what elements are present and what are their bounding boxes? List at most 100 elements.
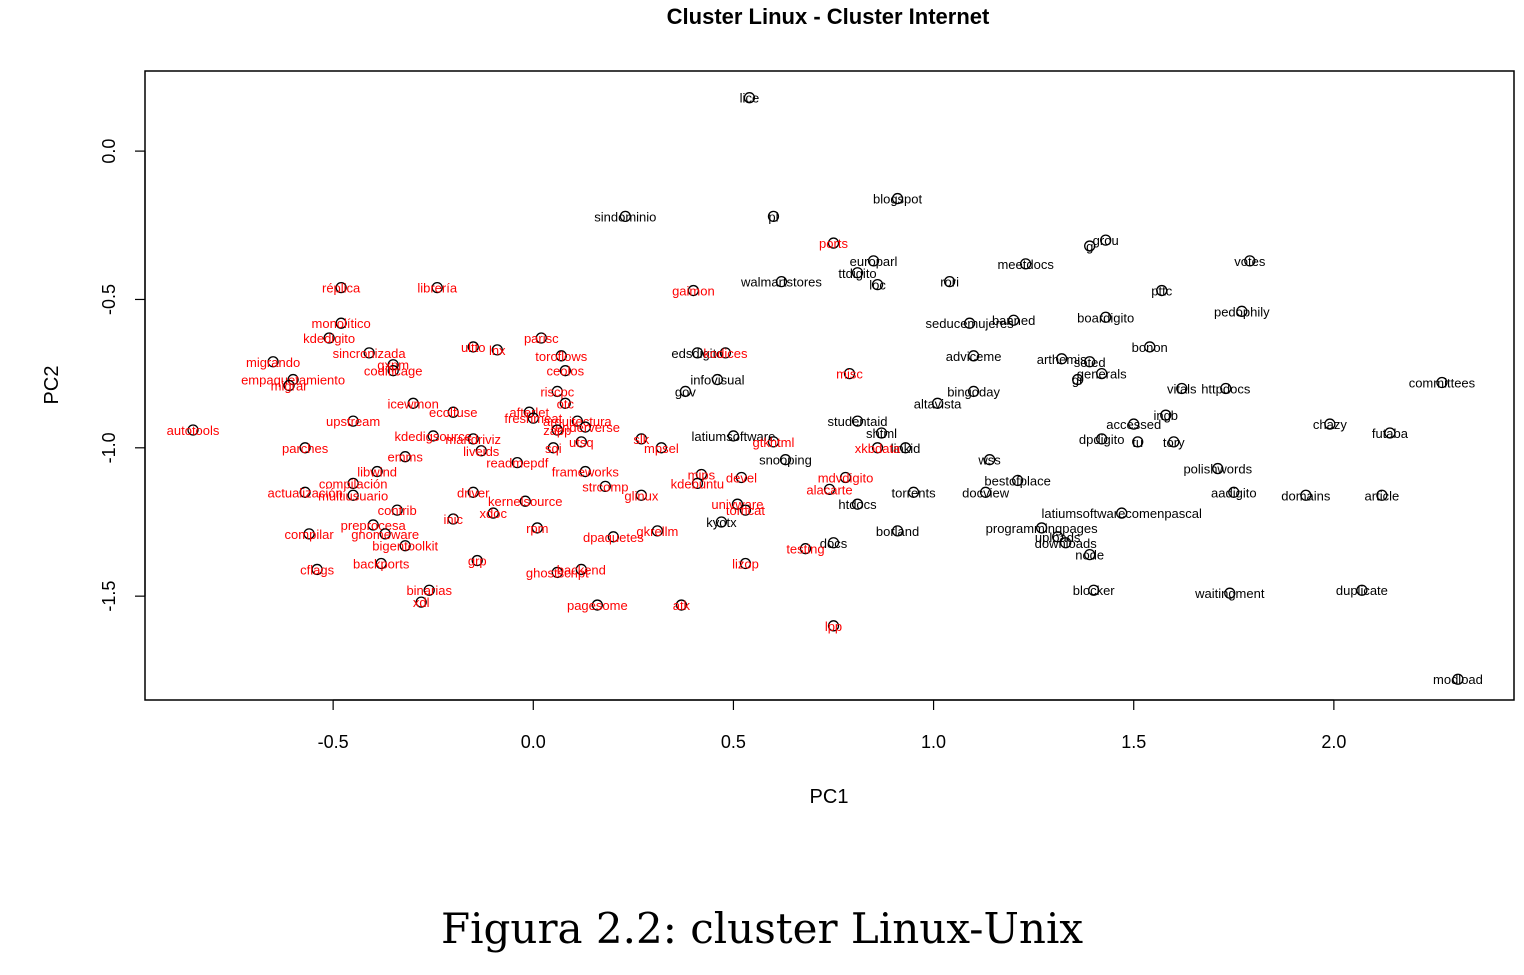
- point-marker-linux: [579, 421, 591, 433]
- point-marker-internet: [1052, 531, 1064, 543]
- point-marker-linux: [471, 554, 483, 567]
- point-marker-linux: [267, 356, 279, 368]
- point-label-internet: docs: [820, 536, 848, 551]
- point-label-linux: testing: [786, 542, 824, 557]
- point-label-linux: actualización: [268, 485, 343, 500]
- point-label-internet: rori: [940, 275, 959, 290]
- point-label-internet: infovisual: [690, 373, 744, 388]
- point-marker-linux: [591, 599, 603, 611]
- point-label-internet: committees: [1409, 376, 1476, 391]
- point-marker-internet: [891, 192, 904, 205]
- point-marker-internet: [1128, 418, 1140, 430]
- point-label-internet: blocker: [1073, 583, 1116, 598]
- point-label-linux: frameworks: [552, 465, 620, 480]
- point-marker-linux: [447, 513, 459, 525]
- point-marker-internet: [943, 276, 956, 288]
- point-label-linux: gtkhtml: [753, 435, 795, 450]
- point-marker-internet: [1384, 427, 1396, 439]
- point-label-linux: rpm: [526, 521, 548, 536]
- point-marker-linux: [367, 519, 379, 531]
- figure-caption: Figura 2.2: cluster Linux-Unix: [440, 904, 1084, 953]
- point-label-linux: backports: [353, 557, 410, 572]
- point-marker-internet: [967, 350, 980, 362]
- point-label-linux: xkbdata: [855, 441, 901, 456]
- point-marker-linux: [335, 317, 347, 329]
- point-marker-internet: [1452, 673, 1464, 685]
- point-marker-linux: [375, 557, 387, 570]
- point-label-internet: tu: [1132, 435, 1143, 450]
- point-label-internet: modload: [1433, 672, 1483, 687]
- point-label-linux: preprocesa: [341, 518, 407, 533]
- x-tick-label: 1.0: [921, 732, 946, 752]
- point-label-linux: inic: [443, 512, 463, 527]
- plot-frame: [144, 70, 1515, 701]
- point-label-linux: sincronizada: [333, 346, 407, 361]
- point-marker-internet: [871, 278, 884, 291]
- point-label-linux: upstream: [326, 414, 380, 429]
- point-label-linux: compilar: [285, 527, 335, 542]
- y-tick-label: -1.5: [99, 581, 119, 612]
- point-label-linux: sqi: [545, 441, 562, 456]
- point-label-internet: lice: [740, 91, 760, 106]
- point-label-linux: kodices: [703, 346, 748, 361]
- point-marker-linux: [399, 540, 411, 552]
- point-label-internet: docview: [962, 485, 1010, 500]
- point-label-internet: soted: [1074, 355, 1106, 370]
- point-marker-linux: [475, 445, 487, 457]
- point-marker-internet: [899, 442, 912, 454]
- point-label-internet: pl: [768, 209, 778, 224]
- point-marker-linux: [823, 483, 836, 495]
- point-label-internet: edsdigito: [671, 346, 723, 361]
- point-marker-internet: [1228, 486, 1240, 498]
- point-marker-linux: [467, 341, 479, 353]
- point-label-internet: blogspot: [873, 192, 923, 207]
- point-marker-linux: [287, 373, 299, 386]
- point-label-linux: xdl: [413, 595, 430, 610]
- point-marker-internet: [1096, 367, 1108, 380]
- point-label-internet: kyotx: [706, 515, 737, 530]
- point-marker-internet: [1220, 382, 1232, 395]
- point-label-internet: pedophily: [1214, 304, 1270, 319]
- point-marker-linux: [691, 477, 704, 490]
- point-label-internet: meetdocs: [997, 257, 1054, 272]
- point-marker-linux: [415, 596, 427, 608]
- point-label-internet: tory: [1163, 435, 1185, 450]
- point-marker-internet: [1300, 489, 1312, 501]
- point-label-internet: htdocs: [838, 497, 877, 512]
- point-label-linux: parches: [282, 441, 329, 456]
- point-label-internet: studentaid: [828, 414, 888, 429]
- point-label-linux: gaimon: [672, 284, 715, 299]
- point-label-linux: monolítico: [312, 316, 371, 331]
- point-marker-linux: [467, 486, 479, 498]
- point-marker-internet: [867, 255, 880, 267]
- point-marker-linux: [487, 507, 499, 519]
- point-marker-linux: [323, 332, 335, 344]
- point-marker-linux: [599, 480, 611, 493]
- point-label-internet: domains: [1281, 488, 1331, 503]
- point-label-internet: downloads: [1035, 536, 1098, 551]
- x-tick-label: 2.0: [1321, 732, 1346, 752]
- point-label-linux: bigentoolkit: [372, 539, 438, 554]
- point-marker-linux: [371, 465, 383, 478]
- point-label-linux: misc: [836, 367, 863, 382]
- point-label-linux: kdedigsource: [395, 429, 472, 444]
- point-label-linux: readmepdf: [486, 456, 549, 471]
- point-label-linux: driver: [457, 485, 490, 500]
- point-marker-linux: [651, 525, 664, 537]
- point-marker-internet: [1244, 255, 1256, 267]
- point-marker-internet: [619, 210, 632, 223]
- point-marker-linux: [399, 451, 411, 463]
- point-label-internet: linkid: [891, 441, 921, 456]
- point-label-internet: adviceme: [946, 349, 1002, 364]
- point-marker-internet: [1100, 311, 1112, 323]
- point-marker-internet: [1056, 353, 1068, 365]
- point-marker-linux: [387, 365, 399, 377]
- point-marker-internet: [1019, 258, 1032, 270]
- point-label-linux: riscpc: [540, 384, 574, 399]
- point-label-linux: contrib: [378, 503, 417, 518]
- point-marker-internet: [979, 486, 992, 498]
- point-label-internet: duplicate: [1336, 583, 1388, 598]
- point-marker-internet: [851, 498, 864, 510]
- point-label-linux: kdedigito: [303, 331, 355, 346]
- point-marker-linux: [719, 347, 732, 359]
